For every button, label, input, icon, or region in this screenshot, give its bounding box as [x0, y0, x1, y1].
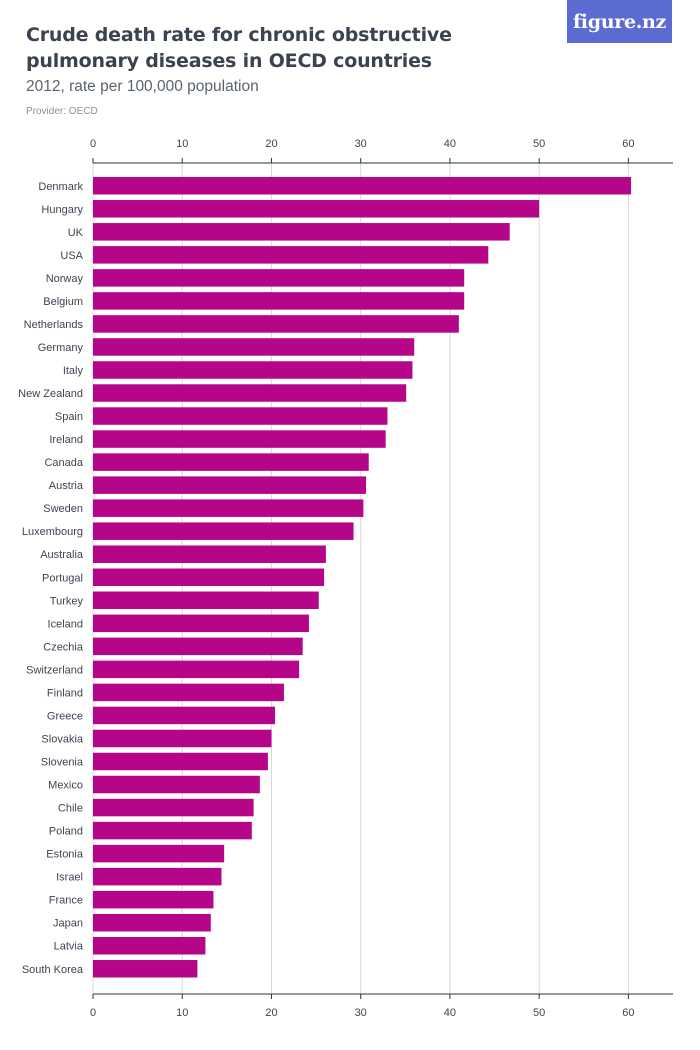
- bar-iceland[interactable]: [93, 614, 309, 633]
- bar-usa[interactable]: [93, 246, 489, 264]
- bar-estonia[interactable]: [93, 844, 225, 863]
- category-label: Italy: [63, 365, 84, 377]
- bar-finland[interactable]: [93, 683, 284, 702]
- bar-portugal[interactable]: [93, 568, 325, 587]
- category-label: Greece: [47, 710, 83, 722]
- category-label: Belgium: [43, 296, 83, 308]
- category-label: Israel: [56, 872, 83, 884]
- category-label: Japan: [53, 918, 83, 930]
- data-provider: Provider: OECD: [26, 106, 98, 117]
- bar-greece[interactable]: [93, 706, 276, 725]
- bottom-tick-label: 10: [176, 1007, 188, 1019]
- category-label: Germany: [38, 342, 84, 354]
- category-label: Finland: [47, 687, 83, 699]
- top-tick-label: 60: [622, 138, 634, 150]
- category-label: Slovenia: [41, 757, 84, 769]
- bottom-tick-label: 20: [265, 1007, 277, 1019]
- bar-austria[interactable]: [93, 476, 367, 494]
- bar-new-zealand[interactable]: [93, 384, 407, 402]
- top-tick-label: 50: [533, 138, 545, 150]
- bottom-tick-label: 40: [444, 1007, 456, 1019]
- category-label: Norway: [46, 273, 84, 285]
- bar-france[interactable]: [93, 890, 214, 909]
- bar-uk[interactable]: [93, 223, 510, 241]
- category-label: Switzerland: [26, 664, 83, 676]
- category-label: Chile: [58, 803, 83, 815]
- bar-latvia[interactable]: [93, 936, 206, 955]
- chart-subtitle: 2012, rate per 100,000 population: [26, 78, 259, 95]
- category-label: Austria: [49, 480, 84, 492]
- bottom-tick-label: 50: [533, 1007, 545, 1019]
- category-label: Portugal: [42, 572, 83, 584]
- axes: 0 0 10 10 20 20 30 30 40 40 50 50 60 60: [90, 138, 673, 1019]
- bar-spain[interactable]: [93, 407, 388, 425]
- bar-luxembourg[interactable]: [93, 522, 354, 540]
- top-tick-label: 30: [355, 138, 367, 150]
- bar-czechia[interactable]: [93, 637, 303, 656]
- bar-israel[interactable]: [93, 867, 222, 886]
- category-label: UK: [68, 227, 84, 239]
- bar-norway[interactable]: [93, 269, 465, 287]
- bar-canada[interactable]: [93, 453, 369, 471]
- category-label: Canada: [44, 457, 83, 469]
- category-label: Sweden: [43, 503, 83, 515]
- bottom-tick-label: 60: [622, 1007, 634, 1019]
- category-label: USA: [60, 250, 83, 262]
- category-label: Estonia: [46, 849, 84, 861]
- top-tick-label: 40: [444, 138, 456, 150]
- top-tick-label: 10: [176, 138, 188, 150]
- bottom-tick-label: 0: [90, 1007, 96, 1019]
- bar-japan[interactable]: [93, 913, 211, 932]
- category-label: Slovakia: [41, 733, 83, 745]
- category-label: Mexico: [48, 780, 83, 792]
- bar-turkey[interactable]: [93, 591, 319, 610]
- figure-nz-logo[interactable]: figure.nz: [567, 0, 672, 43]
- category-label: Denmark: [38, 181, 83, 193]
- bar-south-korea[interactable]: [93, 960, 198, 978]
- bar-mexico[interactable]: [93, 775, 260, 794]
- bar-australia[interactable]: [93, 545, 326, 563]
- category-label: France: [49, 895, 83, 907]
- top-tick-label: 20: [265, 138, 277, 150]
- bar-ireland[interactable]: [93, 430, 386, 448]
- category-label: Luxembourg: [22, 526, 83, 538]
- category-label: Czechia: [43, 641, 84, 653]
- bar-switzerland[interactable]: [93, 660, 300, 679]
- category-label: Iceland: [48, 618, 83, 630]
- bars: [93, 177, 632, 978]
- category-label: Spain: [55, 411, 83, 423]
- bar-hungary[interactable]: [93, 200, 540, 218]
- bar-belgium[interactable]: [93, 292, 465, 310]
- bottom-tick-label: 30: [355, 1007, 367, 1019]
- bar-denmark[interactable]: [93, 177, 632, 195]
- bar-slovenia[interactable]: [93, 752, 268, 771]
- bar-chile[interactable]: [93, 798, 254, 817]
- bar-netherlands[interactable]: [93, 315, 459, 333]
- top-tick-label: 0: [90, 138, 96, 150]
- bar-sweden[interactable]: [93, 499, 364, 517]
- category-label: South Korea: [22, 964, 84, 976]
- bar-poland[interactable]: [93, 821, 252, 840]
- chart-title: Crude death rate for chronic obstructive…: [26, 24, 452, 72]
- category-label: New Zealand: [18, 388, 83, 400]
- category-label: Australia: [40, 549, 84, 561]
- category-label: Turkey: [50, 595, 84, 607]
- category-label: Hungary: [41, 204, 83, 216]
- category-labels: Denmark Hungary UK USA Norway Belgium Netherla…: [18, 181, 84, 976]
- category-label: Poland: [49, 826, 83, 838]
- category-label: Netherlands: [24, 319, 84, 331]
- bar-germany[interactable]: [93, 338, 415, 356]
- bar-italy[interactable]: [93, 361, 413, 379]
- category-label: Ireland: [49, 434, 83, 446]
- category-label: Latvia: [54, 941, 84, 953]
- bar-slovakia[interactable]: [93, 729, 272, 748]
